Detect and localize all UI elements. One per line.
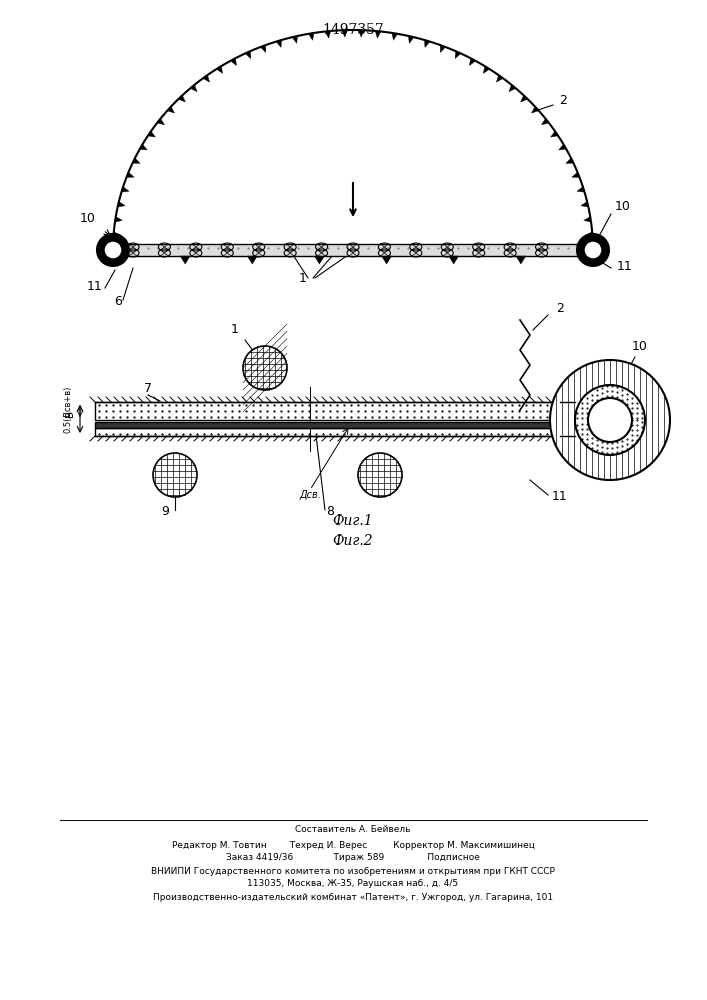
Polygon shape [341, 30, 347, 37]
Polygon shape [469, 58, 475, 66]
Polygon shape [496, 75, 503, 82]
Circle shape [243, 346, 287, 390]
Polygon shape [532, 106, 539, 113]
Text: Редактор М. Товтин        Техред И. Верес         Корректор М. Максимишинец: Редактор М. Товтин Техред И. Верес Корре… [172, 840, 534, 850]
Text: 7: 7 [144, 382, 152, 395]
Text: 9: 9 [161, 505, 169, 518]
Polygon shape [276, 40, 281, 47]
Polygon shape [157, 118, 165, 125]
Polygon shape [168, 106, 175, 113]
Polygon shape [358, 30, 364, 37]
Polygon shape [577, 187, 585, 192]
Polygon shape [292, 36, 298, 43]
Polygon shape [409, 36, 414, 43]
Polygon shape [382, 256, 392, 264]
Polygon shape [203, 75, 209, 82]
Text: В: В [65, 411, 75, 417]
Polygon shape [455, 51, 461, 59]
Text: 10: 10 [615, 200, 631, 213]
Polygon shape [113, 256, 123, 264]
Polygon shape [583, 256, 593, 264]
Text: 11: 11 [617, 260, 633, 273]
Polygon shape [127, 172, 134, 177]
Polygon shape [551, 131, 558, 137]
Polygon shape [133, 158, 140, 163]
Polygon shape [148, 131, 156, 137]
Polygon shape [424, 40, 430, 47]
Polygon shape [584, 217, 591, 222]
Polygon shape [585, 232, 592, 237]
Polygon shape [115, 217, 122, 222]
Polygon shape [440, 45, 445, 53]
Polygon shape [190, 85, 197, 92]
Text: 1497357: 1497357 [322, 23, 384, 37]
Polygon shape [325, 31, 331, 38]
Polygon shape [520, 95, 527, 102]
Text: ВНИИПИ Государственного комитета по изобретениям и открытиям при ГКНТ СССР: ВНИИПИ Государственного комитета по изоб… [151, 866, 555, 876]
Polygon shape [566, 158, 573, 163]
Polygon shape [180, 256, 190, 264]
Circle shape [97, 234, 129, 266]
Polygon shape [113, 232, 121, 237]
Polygon shape [117, 202, 125, 207]
Circle shape [584, 241, 602, 259]
Bar [95, 428, 560, 436]
Polygon shape [559, 144, 566, 150]
Polygon shape [122, 187, 129, 192]
Circle shape [575, 385, 645, 455]
Polygon shape [216, 66, 223, 73]
Polygon shape [247, 256, 257, 264]
Bar [95, 402, 560, 420]
Polygon shape [392, 33, 397, 40]
Text: Производственно-издательский комбинат «Патент», г. Ужгород, ул. Гагарина, 101: Производственно-издательский комбинат «П… [153, 892, 553, 902]
Polygon shape [484, 66, 489, 73]
Circle shape [577, 234, 609, 266]
Polygon shape [230, 58, 237, 66]
Polygon shape [509, 85, 515, 92]
Circle shape [358, 453, 402, 497]
Polygon shape [315, 256, 325, 264]
Polygon shape [449, 256, 459, 264]
Text: 10: 10 [80, 212, 96, 225]
Bar [95, 422, 560, 428]
Circle shape [588, 398, 632, 442]
Text: 8: 8 [326, 505, 334, 518]
Circle shape [153, 453, 197, 497]
Circle shape [104, 241, 122, 259]
Text: 11: 11 [87, 280, 103, 293]
Polygon shape [375, 31, 381, 38]
Text: 1: 1 [299, 272, 307, 285]
Text: 0.5(Дсв+в): 0.5(Дсв+в) [63, 385, 72, 433]
Text: Фиг.2: Фиг.2 [333, 534, 373, 548]
Polygon shape [260, 45, 266, 53]
Polygon shape [542, 118, 549, 125]
Circle shape [550, 360, 670, 480]
Text: 113035, Москва, Ж-35, Раушская наб., д. 4/5: 113035, Москва, Ж-35, Раушская наб., д. … [247, 880, 459, 888]
Bar [113, 244, 593, 256]
Text: Составитель А. Бейвель: Составитель А. Бейвель [296, 826, 411, 834]
Polygon shape [581, 202, 588, 207]
Polygon shape [178, 95, 185, 102]
Text: 2: 2 [556, 302, 564, 315]
Polygon shape [308, 33, 314, 40]
Text: Фиг.1: Фиг.1 [333, 514, 373, 528]
Polygon shape [572, 172, 580, 177]
Polygon shape [140, 144, 147, 150]
Polygon shape [245, 51, 251, 59]
Polygon shape [516, 256, 526, 264]
Text: 2: 2 [559, 94, 567, 106]
Text: 6: 6 [114, 295, 122, 308]
Text: Дсв.: Дсв. [299, 490, 321, 500]
Text: 11: 11 [552, 490, 568, 503]
Text: 1: 1 [231, 323, 239, 336]
Text: 10: 10 [632, 340, 648, 353]
Text: Заказ 4419/36              Тираж 589               Подписное: Заказ 4419/36 Тираж 589 Подписное [226, 854, 480, 862]
